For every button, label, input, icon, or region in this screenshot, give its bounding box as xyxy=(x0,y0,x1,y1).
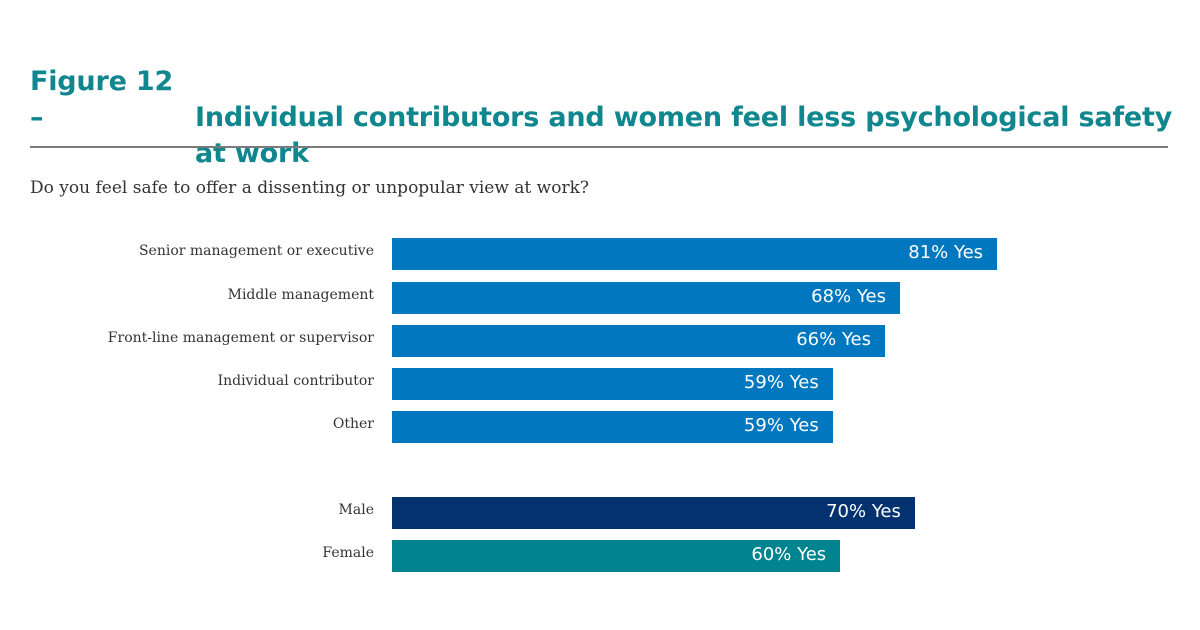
category-label: Individual contributor xyxy=(217,373,374,389)
figure-label: Figure 12 – xyxy=(30,66,174,133)
survey-question: Do you feel safe to offer a dissenting o… xyxy=(30,178,589,198)
bar: 81% Yes xyxy=(392,238,998,270)
category-label: Male xyxy=(338,502,374,518)
category-label: Female xyxy=(322,545,374,561)
figure-title: Figure 12 – Individual contributors and w… xyxy=(30,64,1172,172)
data-label: 70% Yes xyxy=(826,501,901,522)
title-line-1: Individual contributors and women feel l… xyxy=(195,102,1173,133)
bar: 66% Yes xyxy=(392,325,886,357)
data-label: 66% Yes xyxy=(796,329,872,350)
category-label: Front-line management or supervisor xyxy=(107,330,374,346)
bar: 59% Yes xyxy=(392,411,833,443)
title-divider xyxy=(30,146,1168,148)
data-label: 59% Yes xyxy=(743,372,819,393)
bar: 68% Yes xyxy=(392,282,900,314)
category-label: Other xyxy=(332,416,374,432)
bar: 70% Yes xyxy=(392,497,915,529)
data-label: 59% Yes xyxy=(743,415,819,436)
title-line-2: at work xyxy=(195,138,309,169)
data-label: 68% Yes xyxy=(811,286,886,307)
category-label: Senior management or executive xyxy=(138,243,374,259)
data-label: 60% Yes xyxy=(751,544,827,565)
category-label: Middle management xyxy=(227,287,374,303)
data-label: 81% Yes xyxy=(908,242,984,263)
bar: 60% Yes xyxy=(392,540,841,572)
bar: 59% Yes xyxy=(392,368,833,400)
